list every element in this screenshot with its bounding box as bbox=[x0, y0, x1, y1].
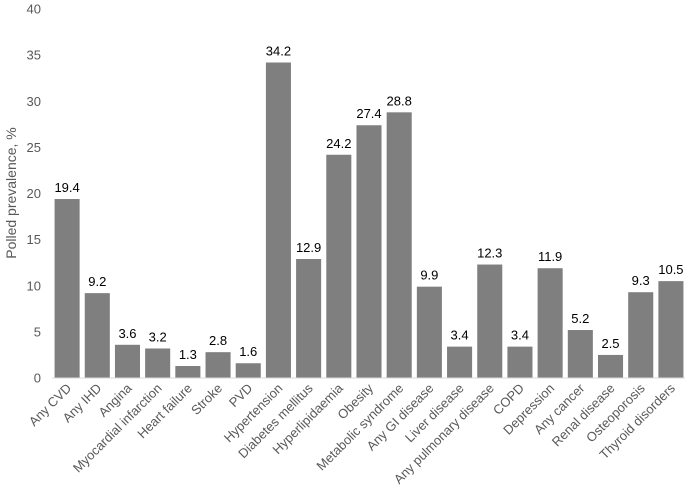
data-label: 9.2 bbox=[88, 274, 106, 289]
bar bbox=[114, 344, 141, 378]
data-label: 27.4 bbox=[356, 106, 381, 121]
bar bbox=[356, 125, 382, 379]
y-tick-label: 15 bbox=[27, 232, 41, 247]
bar bbox=[265, 62, 291, 378]
y-tick-label: 20 bbox=[27, 186, 41, 201]
x-tick-label: Stroke bbox=[188, 381, 225, 418]
data-label: 12.9 bbox=[296, 240, 321, 255]
bar bbox=[235, 363, 261, 378]
data-label: 3.4 bbox=[511, 328, 529, 343]
data-label: 9.9 bbox=[420, 268, 438, 283]
data-label: 1.6 bbox=[239, 344, 257, 359]
bar bbox=[175, 366, 201, 378]
y-tick-label: 35 bbox=[27, 48, 41, 63]
y-axis-ticks: 0 5 10 15 20 25 30 35 40 bbox=[27, 2, 41, 386]
bar bbox=[54, 199, 80, 378]
data-label: 10.5 bbox=[658, 262, 683, 277]
bar bbox=[84, 293, 110, 378]
data-label: 2.8 bbox=[209, 333, 227, 348]
y-tick-label: 40 bbox=[27, 2, 41, 17]
bar bbox=[477, 264, 503, 378]
y-axis-title: Polled prevalence, % bbox=[3, 127, 19, 259]
data-label: 24.2 bbox=[326, 136, 351, 151]
data-label: 3.4 bbox=[451, 328, 469, 343]
bars bbox=[54, 62, 684, 379]
bar bbox=[567, 330, 593, 378]
data-labels: 19.4 9.2 3.6 3.2 1.3 2.8 1.6 34.2 12.9 24.2 27.4 28… bbox=[54, 44, 683, 363]
data-label: 3.2 bbox=[149, 329, 167, 344]
y-tick-label: 25 bbox=[27, 140, 41, 155]
data-label: 34.2 bbox=[266, 44, 291, 59]
y-tick-label: 10 bbox=[27, 278, 41, 293]
data-label: 28.8 bbox=[387, 93, 412, 108]
bar bbox=[386, 112, 412, 378]
bar bbox=[296, 259, 322, 378]
y-tick-label: 0 bbox=[34, 371, 41, 386]
bar bbox=[326, 154, 352, 378]
bar bbox=[628, 292, 654, 378]
data-label: 19.4 bbox=[54, 180, 79, 195]
y-tick-label: 5 bbox=[34, 324, 41, 339]
data-label: 5.2 bbox=[571, 311, 589, 326]
bar bbox=[597, 354, 624, 378]
bar bbox=[447, 346, 473, 378]
data-label: 12.3 bbox=[477, 246, 502, 261]
data-label: 3.6 bbox=[118, 326, 136, 341]
bar bbox=[658, 281, 684, 378]
bar bbox=[205, 352, 231, 378]
bar bbox=[537, 268, 563, 378]
bar bbox=[507, 346, 533, 378]
data-label: 1.3 bbox=[179, 347, 197, 362]
data-label: 9.3 bbox=[632, 273, 650, 288]
y-tick-label: 30 bbox=[27, 94, 41, 109]
data-label: 2.5 bbox=[601, 336, 619, 351]
bar bbox=[416, 286, 442, 378]
bar bbox=[145, 348, 171, 378]
data-label: 11.9 bbox=[538, 249, 562, 264]
